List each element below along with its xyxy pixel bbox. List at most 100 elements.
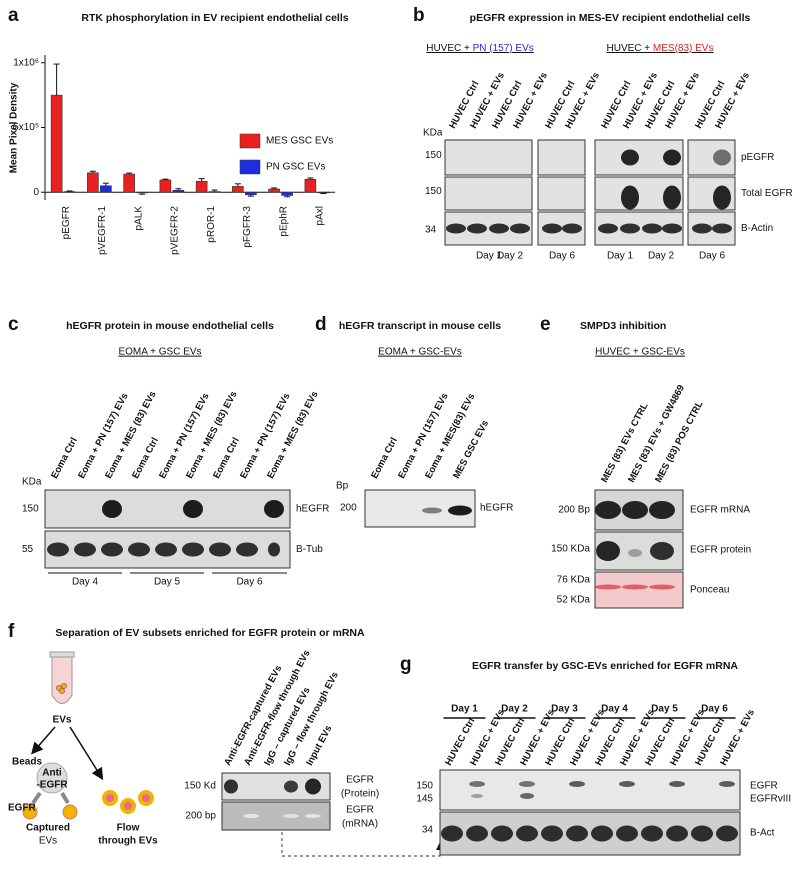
band: [516, 825, 538, 842]
band: [236, 542, 258, 557]
row-label: EGFR: [750, 781, 778, 792]
band: [243, 814, 259, 818]
unit-label: KDa: [423, 128, 443, 139]
bar: [232, 186, 244, 193]
band: [542, 223, 562, 234]
band: [598, 223, 618, 234]
diagram-label: EGFR: [8, 803, 37, 814]
bar: [136, 191, 148, 194]
x-tick-label: pROR-1: [206, 206, 217, 243]
band: [422, 507, 442, 514]
panel-letter: a: [8, 5, 19, 26]
x-tick-label: pALK: [133, 206, 144, 231]
band: [47, 542, 69, 557]
band: [716, 825, 738, 842]
marker-label: 150 KDa: [551, 544, 590, 555]
rule: [31, 791, 42, 805]
band: [182, 542, 204, 557]
lane-label: Eoma + PN (157) EVs: [157, 391, 211, 480]
lane-label: Eoma + PN (157) EVs: [396, 391, 450, 480]
bar: [123, 173, 135, 193]
band: [619, 781, 635, 787]
panel-letter: e: [540, 314, 551, 335]
panel-letter: b: [413, 5, 425, 26]
band: [264, 500, 284, 518]
bar: [268, 188, 280, 193]
bar: [208, 191, 221, 193]
band: [224, 779, 238, 794]
band: [562, 223, 582, 234]
marker-label: 150: [425, 186, 442, 197]
legend-label: PN GSC EVs: [266, 162, 325, 173]
day-label: Day 6: [701, 704, 728, 715]
lane-label: Eoma Ctrl: [49, 436, 80, 481]
lane-label: Eoma + MES (83) EVs: [265, 389, 320, 480]
row-label: pEGFR: [741, 152, 774, 163]
row-label: B-Tub: [296, 544, 323, 555]
y-axis-label: Mean Pixel Density: [9, 82, 20, 173]
panel-subtitle: HUVEC + GSC-EVs: [595, 347, 685, 358]
band: [74, 542, 96, 557]
marker-label: 150: [22, 504, 39, 515]
lane-label: Eoma Ctrl: [369, 436, 400, 481]
marker-label: 52 KDa: [557, 595, 591, 606]
lane-label: Eoma Ctrl: [211, 436, 242, 481]
marker-label: 34: [425, 225, 437, 236]
day-label: Day 4: [601, 704, 628, 715]
band: [713, 149, 731, 166]
band: [569, 781, 585, 787]
group-highlight: PN (157) EVs: [473, 43, 534, 54]
blot: [594, 571, 684, 609]
diagram-label: -EGFR: [36, 780, 68, 791]
diagram-label: Flow: [117, 823, 140, 834]
panel-letter: g: [400, 654, 412, 675]
vesicle: [62, 804, 78, 820]
band: [663, 149, 681, 166]
group-label: HUVEC + PN (157) EVs: [426, 43, 534, 54]
bar: [172, 189, 185, 193]
band: [305, 778, 321, 795]
bar: [304, 178, 317, 193]
unit-label: Bp: [336, 481, 349, 492]
y-tick-label: 5x10⁵: [13, 122, 39, 133]
band: [183, 500, 203, 518]
band: [541, 825, 563, 842]
lane-label: MES (83) EVs CTRL: [599, 401, 650, 485]
band: [712, 223, 732, 234]
band: [719, 781, 735, 787]
band: [469, 781, 485, 787]
lane-label: Eoma + MES (83) EVs: [103, 389, 158, 480]
marker-label: 150: [425, 150, 442, 161]
band: [669, 781, 685, 787]
band: [662, 223, 682, 234]
panel-subtitle: EOMA + GSC-EVs: [378, 347, 462, 358]
day-label: Day 1: [451, 704, 478, 715]
row-label: (Protein): [341, 789, 379, 800]
lane-label: Eoma Ctrl: [130, 436, 161, 481]
panel-letter: d: [315, 314, 327, 335]
band: [448, 505, 472, 516]
bar: [245, 191, 257, 196]
bar: [281, 191, 293, 196]
legend-label: MES GSC EVs: [266, 136, 333, 147]
chart-title: RTK phosphorylation in EV recipient endo…: [81, 12, 348, 24]
panel-title: SMPD3 inhibition: [580, 320, 666, 332]
band: [628, 549, 642, 557]
lane-label: HUVEC + EVs: [563, 71, 602, 131]
lane-label: Eoma + MES (83) EVs: [184, 389, 239, 480]
band: [491, 825, 513, 842]
row-label: EGFR mRNA: [690, 505, 750, 516]
x-tick-label: pAxl: [315, 206, 326, 225]
day-label: Day 2: [501, 704, 528, 715]
band: [489, 223, 509, 234]
row-label: (mRNA): [342, 819, 378, 830]
diagram-label: through EVs: [98, 836, 158, 847]
tube-cap: [49, 651, 75, 658]
day-label: Day 1: [476, 251, 503, 262]
marker-label: 55: [22, 544, 34, 555]
day-label: Day 4: [72, 577, 99, 588]
row-label: EGFR: [346, 775, 374, 786]
band: [283, 814, 299, 818]
